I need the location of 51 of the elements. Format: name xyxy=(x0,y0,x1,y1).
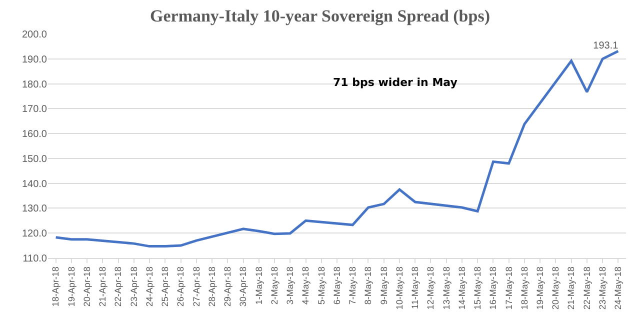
y-tick-label: 180.0 xyxy=(22,79,48,90)
x-tick-label: 20-Apr-18 xyxy=(82,266,92,307)
y-tick-label: 110.0 xyxy=(22,254,48,264)
y-tick-label: 160.0 xyxy=(22,129,48,140)
x-tick-label: 26-Apr-18 xyxy=(176,266,186,307)
x-tick-label: 13-May-18 xyxy=(441,266,452,310)
annotation: 71 bps wider in May xyxy=(333,76,458,89)
x-tick-label: 21-May-18 xyxy=(566,266,576,310)
x-tick-label: 6-May-18 xyxy=(332,266,342,305)
x-tick-label: 22-Apr-18 xyxy=(113,266,124,307)
x-tick-label: 14-May-18 xyxy=(456,266,467,310)
x-tick-label: 30-Apr-18 xyxy=(238,266,248,307)
y-tick-label: 150.0 xyxy=(22,154,48,165)
x-tick-label: 28-Apr-18 xyxy=(206,266,217,307)
x-tick-label: 11-May-18 xyxy=(410,266,420,309)
x-tick-label: 19-Apr-18 xyxy=(66,266,76,307)
x-tick-label: 15-May-18 xyxy=(472,266,483,310)
x-tick-label: 24-May-18 xyxy=(613,266,624,310)
x-tick-label: 2-May-18 xyxy=(269,266,280,305)
x-tick-label: 12-May-18 xyxy=(426,266,436,310)
x-tick-label: 23-May-18 xyxy=(597,266,608,310)
x-tick-label: 21-Apr-18 xyxy=(98,266,108,307)
x-tick-label: 3-May-18 xyxy=(285,266,296,305)
x-tick-label: 7-May-18 xyxy=(348,266,358,305)
y-tick-label: 130.0 xyxy=(22,204,48,215)
x-tick-label: 9-May-18 xyxy=(378,266,389,305)
x-tick-label: 29-Apr-18 xyxy=(222,266,233,307)
x-tick-label: 18-May-18 xyxy=(519,266,530,310)
x-tick-label: 25-Apr-18 xyxy=(160,266,170,307)
y-tick-label: 170.0 xyxy=(22,104,48,116)
line-series xyxy=(54,50,620,248)
chart-title: Germany-Italy 10-year Sovereign Spread (bps) xyxy=(150,6,490,26)
x-tick-label: 17-May-18 xyxy=(504,266,514,310)
x-tick-label: 16-May-18 xyxy=(488,266,498,310)
x-tick-label: 4-May-18 xyxy=(300,266,311,305)
x-tick-label: 20-May-18 xyxy=(550,266,561,310)
x-tick-label: 24-Apr-18 xyxy=(144,266,154,307)
x-tick-label: 27-Apr-18 xyxy=(191,266,202,307)
y-tick-label: 120.0 xyxy=(22,228,48,240)
y-tick-label: 200.0 xyxy=(22,30,48,40)
x-tick-label: 19-May-18 xyxy=(535,266,546,310)
y-tick-label: 140.0 xyxy=(22,178,48,190)
x-tick-label: 10-May-18 xyxy=(394,266,404,310)
x-tick-label: 8-May-18 xyxy=(363,266,374,305)
x-tick-label: 22-May-18 xyxy=(582,266,592,310)
x-tick-label: 1-May-18 xyxy=(254,266,264,305)
x-tick-label: 23-Apr-18 xyxy=(128,266,139,307)
x-tick-label: 5-May-18 xyxy=(316,266,326,305)
data-label: 193.1 xyxy=(593,40,619,52)
x-tick-label: 18-Apr-18 xyxy=(50,266,61,307)
y-tick-label: 190.0 xyxy=(22,54,48,66)
